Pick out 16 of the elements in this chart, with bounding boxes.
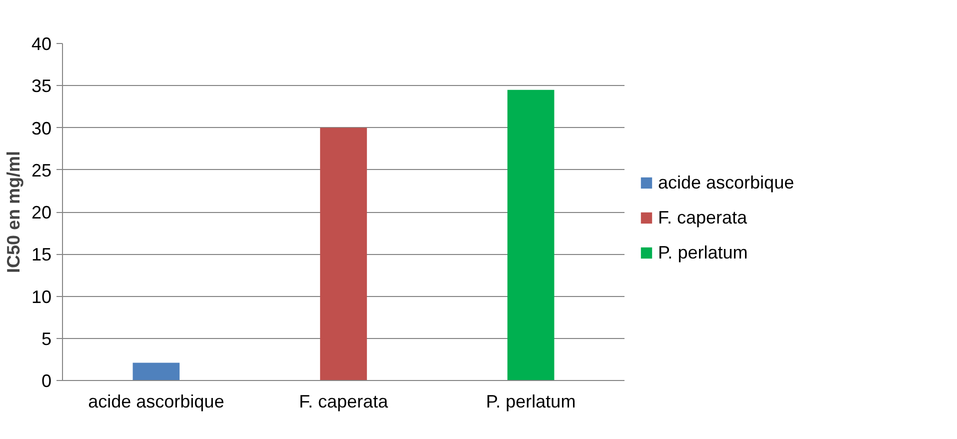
x-tick-label: acide ascorbique bbox=[88, 392, 224, 412]
y-tick-label: 25 bbox=[31, 160, 52, 180]
y-tick-label: 15 bbox=[31, 244, 52, 265]
y-tick-label: 20 bbox=[31, 202, 52, 222]
legend-label: P. perlatum bbox=[658, 242, 748, 263]
x-tick-label: F. caperata bbox=[298, 392, 390, 412]
x-tick-label: P. perlatum bbox=[486, 392, 576, 412]
y-tick-label: 40 bbox=[31, 34, 52, 54]
y-tick-label: 10 bbox=[31, 286, 52, 307]
legend-label: acide ascorbique bbox=[658, 172, 794, 193]
legend-label: F. caperata bbox=[658, 207, 748, 228]
y-tick-label: 5 bbox=[41, 328, 52, 349]
y-axis-title: IC50 en mg/ml bbox=[3, 150, 24, 274]
y-tick-label: 30 bbox=[31, 118, 52, 138]
y-tick-label: 35 bbox=[31, 76, 52, 96]
y-tick-label: 0 bbox=[41, 371, 52, 391]
